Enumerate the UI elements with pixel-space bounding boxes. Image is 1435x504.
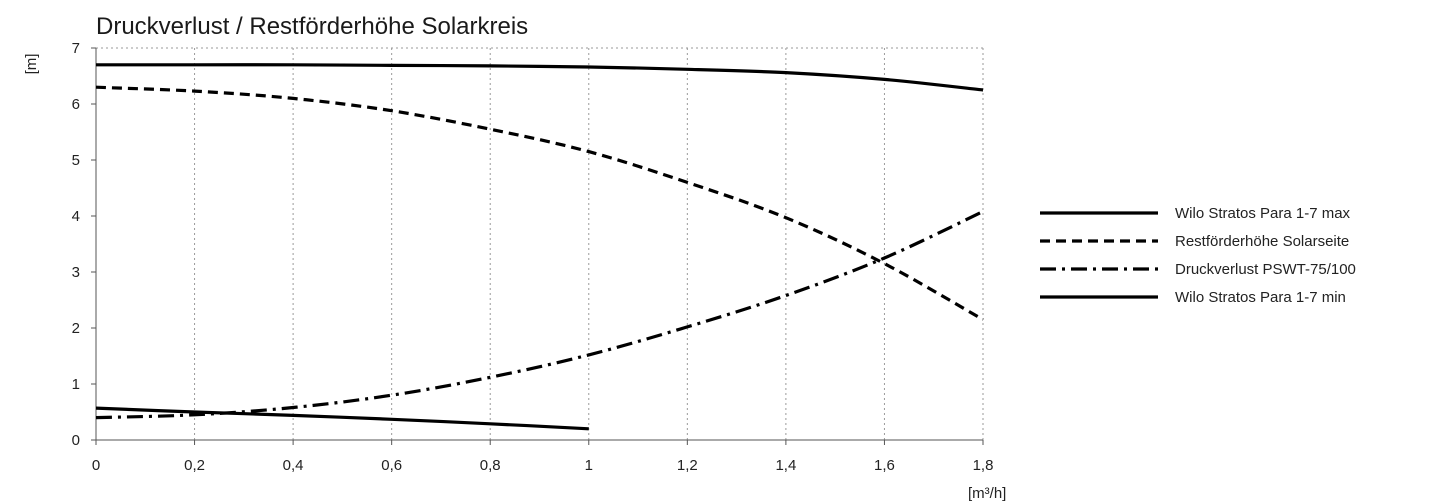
y-tick-label-1: 1 xyxy=(72,376,80,393)
y-tick-label-2: 2 xyxy=(72,320,80,337)
y-tick-label-4: 4 xyxy=(72,208,80,225)
y-tick-label-0: 0 xyxy=(72,432,80,449)
legend: Wilo Stratos Para 1-7 max Restförderhöhe … xyxy=(1040,205,1356,306)
y-tick-label-3: 3 xyxy=(72,264,80,281)
y-axis-label: [m] xyxy=(23,54,40,75)
legend-label-2: Druckverlust PSWT-75/100 xyxy=(1175,261,1356,278)
x-tick-label-0: 0 xyxy=(92,457,100,474)
x-tick-label-5: 1 xyxy=(585,457,593,474)
x-axis-label: [m³/h] xyxy=(968,485,1006,502)
series-line-3 xyxy=(95,406,589,431)
legend-label-3: Wilo Stratos Para 1-7 min xyxy=(1175,289,1346,306)
series-line-0 xyxy=(96,63,984,92)
legend-label-0: Wilo Stratos Para 1-7 max xyxy=(1175,205,1351,222)
x-tick-label-4: 0,8 xyxy=(480,457,501,474)
x-tick-label-8: 1,6 xyxy=(874,457,895,474)
legend-label-1: Restförderhöhe Solarseite xyxy=(1175,233,1349,250)
chart-title: Druckverlust / Restförderhöhe Solarkreis xyxy=(96,13,528,40)
x-tick-label-2: 0,4 xyxy=(283,457,304,474)
x-tick-label-7: 1,4 xyxy=(775,457,796,474)
x-tick-label-1: 0,2 xyxy=(184,457,205,474)
tick-labels: 0 1 2 3 4 5 6 7 0 0,2 0,4 0,6 0,8 1 1,2 1,4 1,6 1,8 xyxy=(72,40,994,474)
y-tick-label-7: 7 xyxy=(72,40,80,57)
series-line-1 xyxy=(95,85,984,321)
y-tick-label-5: 5 xyxy=(72,152,80,169)
y-tick-label-6: 6 xyxy=(72,96,80,113)
x-tick-label-3: 0,6 xyxy=(381,457,402,474)
x-tick-label-6: 1,2 xyxy=(677,457,698,474)
x-tick-label-9: 1,8 xyxy=(973,457,994,474)
axes xyxy=(91,47,984,445)
series-lines xyxy=(95,63,984,431)
grid xyxy=(95,47,984,440)
series-line-2 xyxy=(95,210,984,420)
